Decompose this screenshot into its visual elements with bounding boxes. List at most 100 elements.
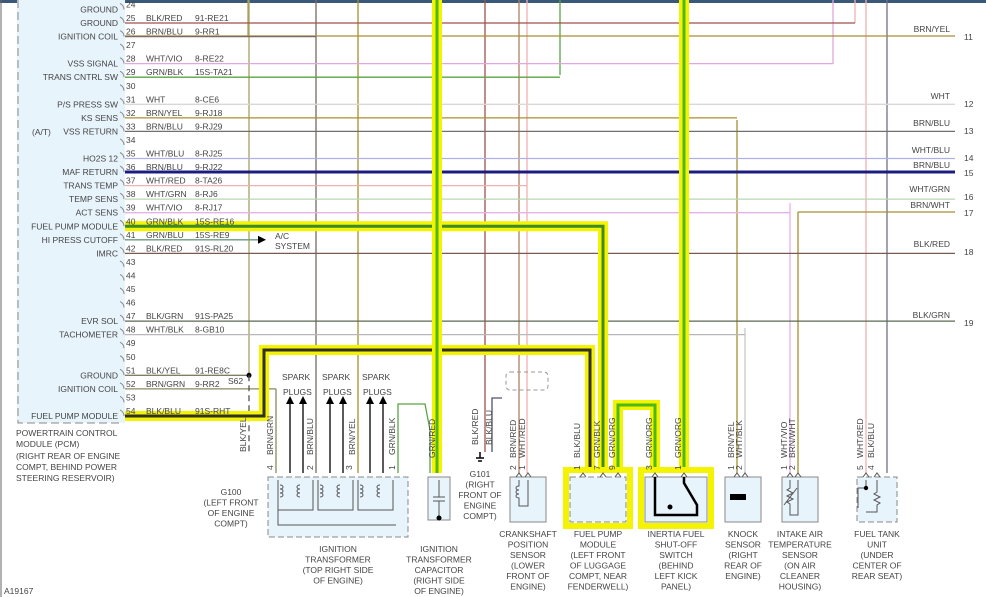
wire-color-code: WHT/RED xyxy=(146,176,186,186)
fuel_pump-label: OF LUGGAGE xyxy=(570,561,627,571)
wire-color-code: WHT/GRN xyxy=(146,189,187,199)
pin-bracket xyxy=(119,301,125,308)
crankshaft-label: (LOWER xyxy=(511,561,545,571)
wire-color-code: BLK/BLU xyxy=(572,423,582,458)
pin-label-31: P/S PRESS SW xyxy=(57,99,118,109)
crankshaft-label: CRANKSHAFT xyxy=(499,529,557,539)
arrow-icon xyxy=(258,235,266,244)
pin-terminal xyxy=(651,472,659,478)
pin-label-29: TRANS CNTRL SW xyxy=(43,72,118,82)
wire-color-code: BRN/GRN xyxy=(265,416,275,455)
pin-number: 1 xyxy=(673,465,683,470)
pin-number: 25 xyxy=(126,13,136,23)
g100-label: (LEFT FRONT xyxy=(203,498,258,508)
pin-label-35: HO2S 12 xyxy=(83,154,118,164)
wire-color-code: BRN/YEL xyxy=(347,418,357,455)
connector-number: 15 xyxy=(964,168,974,178)
spark-plugs-label: PLUGS xyxy=(283,387,312,397)
pin-number: 50 xyxy=(126,352,136,362)
pin-number: 1 xyxy=(572,465,582,470)
right-wire-label: WHT/BLU xyxy=(912,145,950,155)
circuit-number: 9-RJ22 xyxy=(195,162,223,172)
pin-label-28: VSS SIGNAL xyxy=(67,59,118,69)
circuit-number: 15S-RE16 xyxy=(195,216,234,226)
fuel_tank-label: FUEL TANK xyxy=(854,529,900,539)
capacitor-label: TRANSFORMER xyxy=(406,555,472,565)
pin-number: 38 xyxy=(126,189,136,199)
connector-number: 19 xyxy=(964,318,974,328)
circuit-number: 91S-RHT xyxy=(195,406,230,416)
wire-color-code: WHT/BLK xyxy=(734,420,744,458)
pin-label-54: FUEL PUMP MODULE xyxy=(31,411,118,421)
fuel-pump-highlight xyxy=(563,467,633,529)
pin-bracket xyxy=(119,219,125,227)
knock-label: SENSOR xyxy=(725,540,761,550)
pin-number: 1 xyxy=(387,465,397,470)
pin-number: 39 xyxy=(126,203,136,213)
pin-label-47: EVR SOL xyxy=(81,316,118,326)
ignition-transformer-label: OF ENGINE) xyxy=(313,576,363,586)
pin-number: 36 xyxy=(126,162,136,172)
pin-terminal xyxy=(524,472,532,478)
circuit-number: 91-RE21 xyxy=(195,13,229,23)
pin-bracket xyxy=(119,382,125,389)
thermistor-icon xyxy=(783,480,799,516)
pin-terminal xyxy=(579,472,587,478)
pin-bracket xyxy=(119,409,125,416)
g101-label: ENGINE xyxy=(464,501,497,511)
pin-number: 47 xyxy=(126,311,136,321)
wire-color-code: GRN/BLK xyxy=(387,417,397,455)
pin-bracket xyxy=(119,97,125,105)
pin-number: 30 xyxy=(126,81,136,91)
inertia-label: SHUT-OFF xyxy=(655,540,698,550)
pcm-location: (RIGHT REAR OF ENGINE xyxy=(16,451,121,461)
circuit-number: 8-TA26 xyxy=(195,176,223,186)
connector-number: 13 xyxy=(964,126,974,136)
pin-number: 3 xyxy=(644,465,654,470)
fuel_pump-label: FENDERWELL) xyxy=(568,582,629,592)
wire-color-code: GRN/BLK xyxy=(592,420,602,458)
wire-color-code: WHT/RED xyxy=(855,418,865,458)
inertia-label: LEFT KICK xyxy=(655,571,698,581)
pin-terminal xyxy=(862,472,870,478)
sender-dot xyxy=(863,485,869,491)
pin-label-37: TRANS TEMP xyxy=(63,181,118,191)
pin-bracket xyxy=(119,368,125,376)
pin-number: 40 xyxy=(126,216,136,226)
wire-color-code: BLK/RED xyxy=(470,409,480,445)
crankshaft-label: ENGINE) xyxy=(510,582,546,592)
pin-label-32: KS SENS xyxy=(81,113,118,123)
inertia-highlight xyxy=(638,467,714,529)
pcm-location: STEERING RESERVOIR) xyxy=(16,473,115,483)
intake_air-label: HOUSING) xyxy=(779,582,822,592)
pin-number: 1 xyxy=(726,465,736,470)
pin-number: 48 xyxy=(126,325,136,335)
g100-label: OF ENGINE xyxy=(208,508,255,518)
knock-label: KNOCK xyxy=(728,529,759,539)
intake_air-label: SENSOR xyxy=(782,550,818,560)
pin-bracket xyxy=(119,165,125,173)
pin-bracket xyxy=(119,355,125,362)
arrow-up-icon xyxy=(366,396,374,404)
ignition-transformer-label: (TOP RIGHT SIDE xyxy=(303,565,374,575)
ac-system-label: A/C xyxy=(275,231,289,241)
pin-terminal xyxy=(733,472,741,478)
pin-number: 41 xyxy=(126,230,136,240)
pin-number: 1 xyxy=(779,465,789,470)
pin-bracket xyxy=(119,341,125,349)
pin-terminal xyxy=(873,472,881,478)
pin-bracket xyxy=(119,84,125,91)
circuit-number: 9-RJ18 xyxy=(195,108,223,118)
pin-number: 54 xyxy=(126,406,136,416)
arrow-up-icon xyxy=(379,396,387,404)
circuit-number: 91S-PA25 xyxy=(195,311,233,321)
pin-bracket xyxy=(119,246,125,254)
circuit-number: 91S-RL20 xyxy=(195,243,234,253)
sender-icon xyxy=(857,480,882,513)
arrow-up-icon xyxy=(286,396,294,404)
intake_air-label: (ON AIR xyxy=(784,561,816,571)
pin-bracket xyxy=(119,179,125,186)
fuel_pump-label: MODULE xyxy=(580,540,617,550)
wire-color-code: BRN/RED xyxy=(508,420,518,458)
wire-color-code: BRN/BLU xyxy=(146,27,183,37)
